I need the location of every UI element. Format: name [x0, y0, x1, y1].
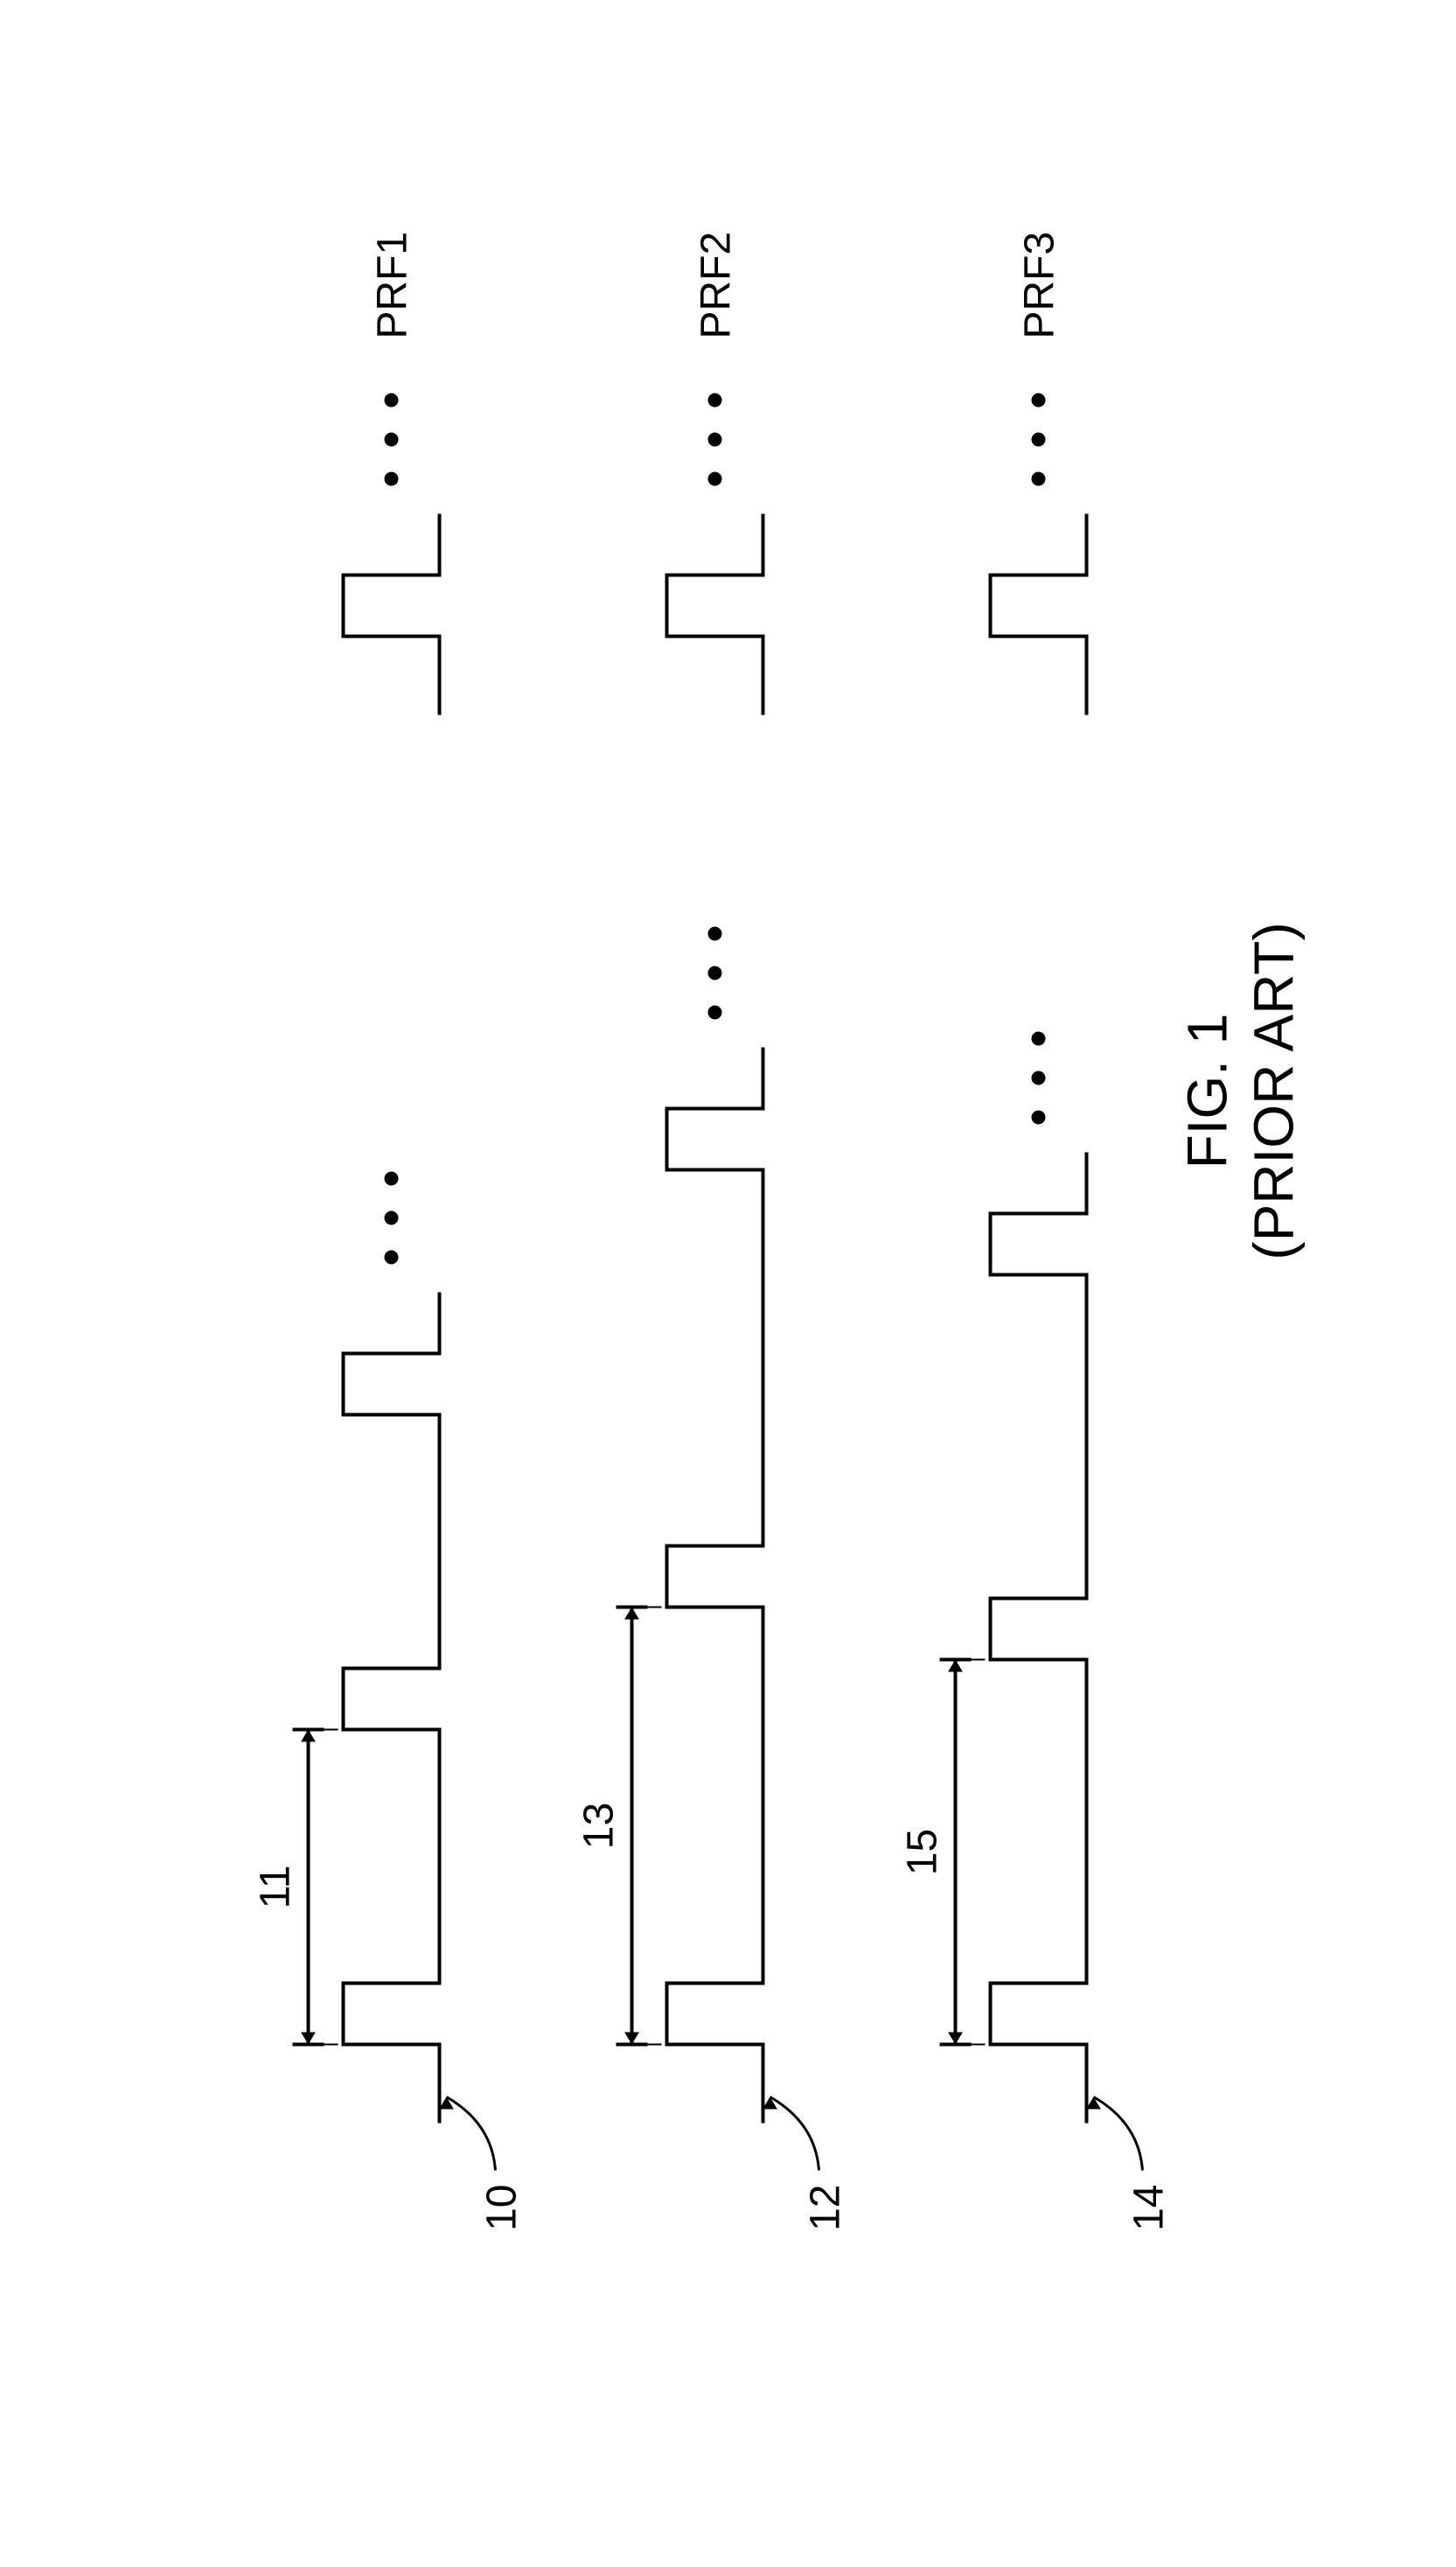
prf-label: PRF3	[1016, 232, 1062, 339]
figure-page: PRF1 10 11 PRF2 12 13 PRF3 14 15 FIG. 1(PRIOR ART…	[0, 0, 1456, 2567]
ref-number: 14	[1125, 2185, 1172, 2231]
ref-number: 12	[802, 2185, 848, 2231]
figure-caption-line1: FIG. 1	[1176, 1014, 1239, 1169]
prf-label: PRF1	[369, 232, 415, 339]
figure-svg: PRF1 10 11 PRF2 12 13 PRF3 14 15 FIG. 1(PRIOR ART…	[0, 0, 1456, 2567]
dimension-number: 13	[576, 1803, 623, 1849]
ref-number: 10	[478, 2185, 525, 2231]
dimension-number: 15	[900, 1829, 946, 1875]
prf-label: PRF2	[693, 232, 739, 339]
figure-caption-line2: (PRIOR ART)	[1243, 922, 1306, 1259]
dimension-number: 11	[253, 1866, 299, 1909]
